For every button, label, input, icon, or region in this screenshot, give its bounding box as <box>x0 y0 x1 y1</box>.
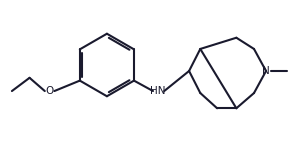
Text: O: O <box>46 86 54 96</box>
Text: N: N <box>262 66 270 76</box>
Text: HN: HN <box>150 86 166 96</box>
